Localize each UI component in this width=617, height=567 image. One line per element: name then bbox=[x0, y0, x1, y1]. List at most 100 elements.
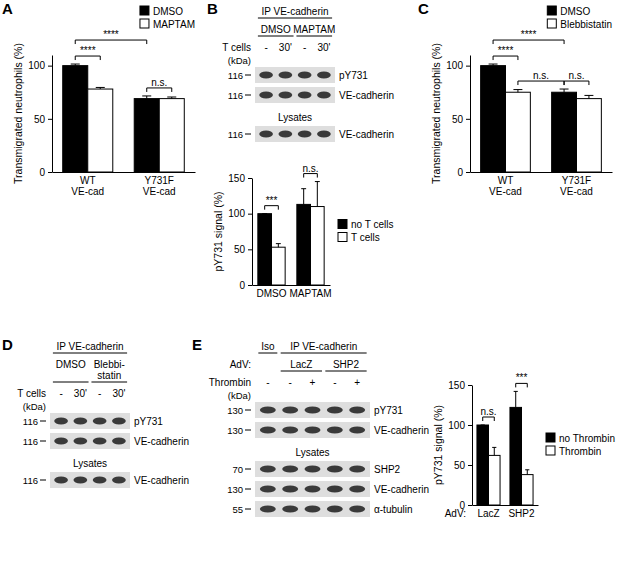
significance-bracket bbox=[518, 81, 564, 85]
error-cap bbox=[96, 87, 105, 88]
significance-bracket bbox=[483, 417, 495, 421]
blot-header-line bbox=[258, 18, 332, 19]
kda-value: 70 bbox=[232, 464, 243, 475]
blot-band bbox=[349, 506, 365, 513]
error-cap bbox=[513, 89, 522, 90]
tick-line bbox=[248, 214, 252, 215]
blot-strip bbox=[255, 481, 370, 497]
figure: 050100WTVE-cadY731FVE-cadTransmigrated n… bbox=[0, 0, 617, 567]
blot-label: VE-cadherin bbox=[339, 129, 394, 140]
blot-band bbox=[349, 486, 365, 493]
legend-item: MAPTAM bbox=[140, 19, 195, 30]
kda-dash bbox=[245, 489, 251, 490]
error-bar bbox=[167, 97, 176, 99]
error-bar bbox=[71, 64, 80, 66]
significance-label: n.s. bbox=[568, 70, 584, 81]
blot-band bbox=[317, 131, 331, 138]
significance-label: **** bbox=[80, 45, 96, 56]
blot-band bbox=[73, 438, 87, 445]
y-axis: 0 50 100 bbox=[28, 56, 52, 178]
blot-strip bbox=[255, 402, 370, 418]
bar bbox=[477, 425, 489, 505]
blot-band bbox=[327, 427, 343, 434]
blot-label: VE-cadherin bbox=[134, 436, 189, 447]
blot-band bbox=[260, 506, 276, 513]
error-stem bbox=[494, 447, 495, 455]
kda-dash bbox=[245, 75, 251, 76]
y-axis: 050100150 bbox=[448, 380, 472, 511]
significance: n.s. bbox=[564, 70, 589, 85]
significance-label: n.s. bbox=[533, 70, 549, 81]
y-tick: 100 bbox=[28, 60, 52, 71]
kda-dash bbox=[40, 421, 46, 422]
blot-band bbox=[298, 92, 312, 99]
kda-value: 116 bbox=[23, 475, 38, 486]
panel-label: A bbox=[2, 0, 13, 17]
error-stem bbox=[317, 182, 318, 207]
blot-header-line bbox=[258, 36, 294, 37]
error-cap bbox=[276, 243, 281, 244]
y-tick-label: 0 bbox=[39, 167, 45, 178]
x-tick: DMSO bbox=[257, 285, 287, 299]
y-tick: 150 bbox=[228, 173, 252, 184]
blot-band bbox=[327, 466, 343, 473]
significance-bracket bbox=[493, 56, 518, 60]
significance-label: n.s. bbox=[302, 163, 318, 174]
blot-strip bbox=[255, 461, 370, 477]
blot-strip bbox=[50, 433, 130, 449]
kda-dash bbox=[245, 469, 251, 470]
y-tick-label: 50 bbox=[452, 114, 464, 125]
significance-label: *** bbox=[266, 195, 278, 206]
error-bar bbox=[142, 96, 151, 99]
blot-band bbox=[112, 418, 126, 425]
panel-label: B bbox=[207, 0, 218, 17]
tick-line bbox=[468, 425, 472, 426]
legend-swatch bbox=[547, 6, 556, 15]
error-bar bbox=[262, 213, 267, 214]
blot-band bbox=[259, 72, 273, 79]
condition-value: - bbox=[303, 42, 306, 53]
blot-band bbox=[282, 506, 298, 513]
legend-item: no Thrombin bbox=[546, 433, 615, 444]
legend-label: no Thrombin bbox=[559, 433, 615, 444]
blot-band bbox=[305, 506, 321, 513]
kda-value: 130 bbox=[227, 405, 243, 416]
significance-bracket bbox=[516, 383, 528, 387]
blot-header: Iso bbox=[261, 341, 275, 352]
condition-value: + bbox=[310, 377, 316, 388]
error-stem bbox=[527, 470, 528, 475]
blot-strip bbox=[255, 422, 370, 438]
x-axis: LacZSHP2 bbox=[473, 505, 539, 519]
bar bbox=[577, 99, 602, 172]
legend-label: no T cells bbox=[351, 219, 393, 230]
x-tick-label: LacZ bbox=[477, 508, 499, 519]
error-cap bbox=[525, 469, 529, 470]
bar bbox=[272, 247, 286, 285]
blot-band bbox=[259, 131, 273, 138]
y-tick-label: 100 bbox=[448, 420, 465, 431]
legend-item: Blebbistatin bbox=[547, 19, 612, 30]
tick-line bbox=[468, 505, 472, 506]
blot-row-label: AdV: bbox=[230, 359, 251, 370]
legend-label: T cells bbox=[351, 232, 380, 243]
y-tick-label: 100 bbox=[228, 208, 245, 219]
y-tick: 50 bbox=[34, 114, 52, 125]
blot-band bbox=[93, 418, 107, 425]
blot-label: VE-cadherin bbox=[134, 475, 189, 486]
axis-line bbox=[252, 179, 253, 286]
error-bar bbox=[513, 90, 522, 93]
significance-label: **** bbox=[103, 29, 119, 40]
error-cap bbox=[489, 64, 498, 65]
error-bar bbox=[481, 425, 485, 426]
error-bar bbox=[276, 244, 281, 248]
legend-swatch bbox=[546, 433, 555, 442]
blot-label: VE-cadherin bbox=[339, 90, 394, 101]
error-bar bbox=[525, 470, 529, 475]
y-tick-label: 50 bbox=[454, 460, 466, 471]
legend-swatch bbox=[338, 220, 347, 229]
plot-area bbox=[481, 64, 602, 172]
bar bbox=[297, 204, 311, 285]
y-tick: 50 bbox=[452, 114, 470, 125]
legend: no T cells T cells bbox=[338, 219, 393, 243]
error-bar bbox=[96, 87, 105, 89]
